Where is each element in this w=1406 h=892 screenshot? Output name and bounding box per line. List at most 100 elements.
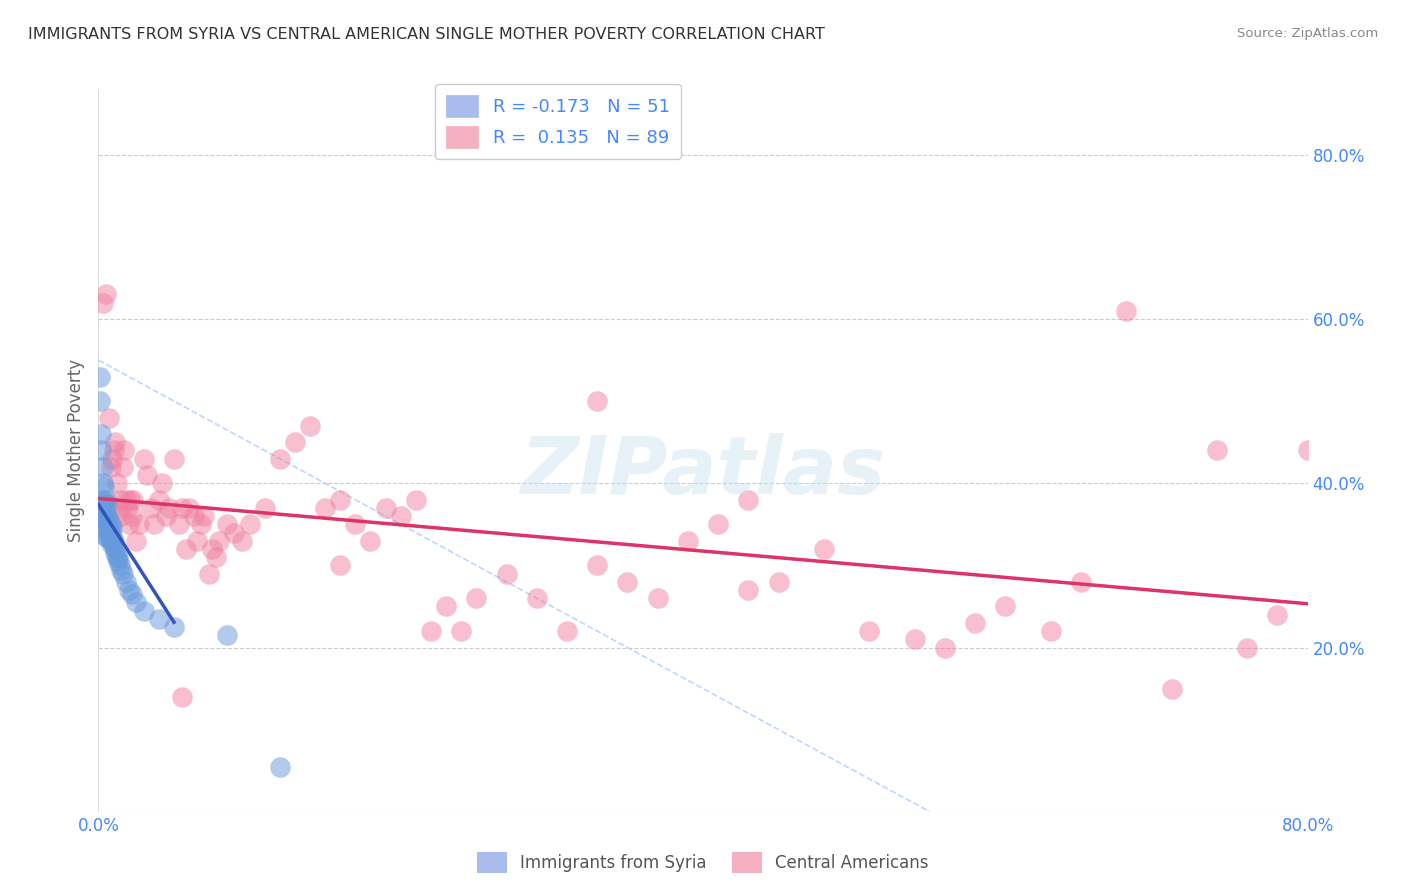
- Point: [89, 394, 111, 409]
- Point: [616, 574, 638, 589]
- Point: [1039, 624, 1062, 639]
- Point: [904, 632, 927, 647]
- Point: [96, 497, 118, 511]
- Point: [93, 509, 115, 524]
- Point: [170, 690, 193, 704]
- Point: [148, 612, 170, 626]
- Point: [101, 521, 124, 535]
- Point: [208, 533, 231, 548]
- Point: [103, 443, 125, 458]
- Point: [125, 595, 148, 609]
- Point: [91, 295, 114, 310]
- Point: [1115, 304, 1137, 318]
- Point: [201, 541, 224, 556]
- Point: [121, 587, 143, 601]
- Point: [94, 287, 117, 301]
- Point: [163, 620, 186, 634]
- Point: [141, 500, 163, 515]
- Point: [994, 599, 1017, 614]
- Point: [150, 476, 173, 491]
- Point: [269, 759, 291, 773]
- Text: ZIPatlas: ZIPatlas: [520, 434, 886, 511]
- Point: [737, 582, 759, 597]
- Point: [465, 591, 488, 606]
- Point: [1296, 443, 1319, 458]
- Point: [768, 574, 790, 589]
- Point: [101, 530, 124, 544]
- Point: [707, 517, 730, 532]
- Point: [101, 538, 124, 552]
- Point: [299, 418, 322, 433]
- Point: [120, 492, 142, 507]
- Point: [420, 624, 443, 639]
- Point: [105, 550, 128, 565]
- Point: [205, 550, 228, 565]
- Point: [118, 517, 141, 532]
- Point: [174, 541, 197, 556]
- Point: [284, 435, 307, 450]
- Point: [105, 476, 128, 491]
- Point: [94, 492, 117, 507]
- Point: [125, 533, 148, 548]
- Point: [1267, 607, 1289, 622]
- Point: [89, 369, 111, 384]
- Point: [329, 492, 352, 507]
- Point: [90, 443, 112, 458]
- Point: [101, 451, 124, 466]
- Point: [167, 517, 190, 532]
- Y-axis label: Single Mother Poverty: Single Mother Poverty: [66, 359, 84, 542]
- Point: [329, 558, 352, 573]
- Point: [231, 533, 253, 548]
- Point: [93, 497, 115, 511]
- Point: [148, 492, 170, 507]
- Point: [128, 517, 150, 532]
- Point: [434, 599, 457, 614]
- Point: [118, 582, 141, 597]
- Point: [190, 517, 212, 532]
- Point: [96, 517, 118, 532]
- Point: [1236, 640, 1258, 655]
- Point: [132, 451, 155, 466]
- Point: [179, 500, 201, 515]
- Point: [98, 513, 121, 527]
- Point: [555, 624, 578, 639]
- Point: [170, 500, 193, 515]
- Point: [108, 558, 131, 573]
- Point: [98, 530, 121, 544]
- Point: [96, 509, 118, 524]
- Point: [110, 562, 132, 576]
- Point: [224, 525, 246, 540]
- Point: [107, 500, 129, 515]
- Point: [100, 525, 122, 540]
- Point: [122, 492, 145, 507]
- Legend: R = -0.173   N = 51, R =  0.135   N = 89: R = -0.173 N = 51, R = 0.135 N = 89: [434, 84, 681, 159]
- Point: [91, 459, 114, 474]
- Point: [239, 517, 262, 532]
- Point: [98, 521, 121, 535]
- Point: [269, 451, 291, 466]
- Point: [183, 509, 205, 524]
- Point: [121, 509, 143, 524]
- Point: [215, 517, 238, 532]
- Legend: Immigrants from Syria, Central Americans: Immigrants from Syria, Central Americans: [471, 846, 935, 880]
- Point: [495, 566, 517, 581]
- Point: [94, 521, 117, 535]
- Point: [374, 500, 396, 515]
- Point: [253, 500, 276, 515]
- Point: [96, 530, 118, 544]
- Point: [155, 509, 177, 524]
- Point: [104, 435, 127, 450]
- Point: [94, 530, 117, 544]
- Point: [360, 533, 382, 548]
- Point: [737, 492, 759, 507]
- Point: [813, 541, 835, 556]
- Point: [115, 500, 138, 515]
- Point: [91, 476, 114, 491]
- Point: [100, 533, 122, 548]
- Point: [93, 521, 115, 535]
- Point: [114, 574, 136, 589]
- Point: [135, 468, 157, 483]
- Point: [965, 615, 987, 630]
- Point: [314, 500, 336, 515]
- Point: [107, 550, 129, 565]
